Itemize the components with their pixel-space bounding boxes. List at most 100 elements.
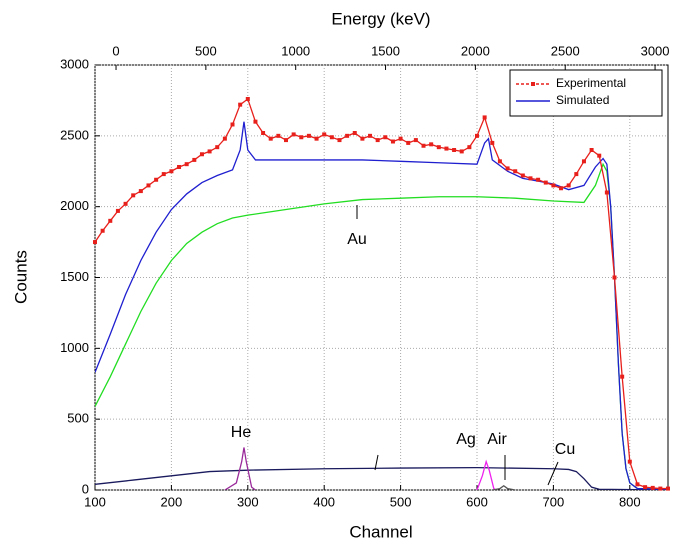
- data-point: [421, 143, 426, 148]
- data-point: [658, 486, 663, 491]
- data-point: [93, 240, 97, 245]
- x2-tick-label: 0: [112, 43, 119, 58]
- data-point: [276, 133, 281, 138]
- y-tick-label: 1000: [60, 340, 89, 355]
- data-point: [406, 140, 411, 145]
- annotation: Cu: [555, 441, 575, 458]
- data-point: [322, 132, 327, 137]
- data-point: [482, 115, 487, 120]
- data-point: [268, 136, 273, 141]
- data-point: [559, 186, 564, 191]
- annotation: He: [231, 424, 252, 441]
- y-axis-title: Counts: [11, 250, 30, 304]
- data-point: [146, 183, 151, 188]
- x2-tick-label: 1500: [371, 43, 400, 58]
- data-point: [635, 482, 640, 487]
- x-tick-label: 600: [466, 494, 488, 509]
- x2-tick-label: 500: [195, 43, 217, 58]
- data-point: [291, 132, 296, 137]
- data-point: [215, 145, 220, 150]
- x-tick-label: 300: [237, 494, 259, 509]
- data-point: [352, 131, 357, 135]
- x2-axis-title: Energy (keV): [331, 9, 430, 28]
- data-point: [666, 486, 670, 491]
- data-point: [383, 135, 388, 140]
- data-point: [612, 275, 617, 280]
- x2-tick-label: 1000: [281, 43, 310, 58]
- y-tick-label: 0: [82, 481, 89, 496]
- annotation: Au: [347, 231, 367, 248]
- data-point: [429, 142, 434, 147]
- legend-marker: [531, 82, 535, 86]
- data-point: [245, 97, 250, 101]
- data-point: [528, 176, 533, 181]
- data-point: [475, 133, 479, 138]
- series-line: [95, 466, 668, 490]
- y-tick-label: 1500: [60, 269, 89, 284]
- data-point: [115, 208, 120, 213]
- data-point: [597, 153, 602, 158]
- data-point: [238, 102, 243, 107]
- data-point: [329, 135, 334, 140]
- data-point: [184, 162, 189, 167]
- legend-label: Simulated: [556, 93, 609, 107]
- data-point: [154, 177, 159, 182]
- data-point: [459, 149, 464, 154]
- data-point: [627, 459, 632, 464]
- data-point: [345, 133, 350, 138]
- data-point: [360, 136, 365, 141]
- series-line: [224, 447, 256, 490]
- data-point: [100, 228, 105, 233]
- x2-tick-label: 2500: [551, 43, 580, 58]
- data-point: [207, 149, 212, 154]
- x2-tick-label: 2000: [461, 43, 490, 58]
- annotation: Ag: [456, 431, 476, 448]
- y-tick-label: 2500: [60, 127, 89, 142]
- data-point: [299, 135, 304, 140]
- y-tick-label: 3000: [60, 56, 89, 71]
- x-tick-label: 700: [543, 494, 565, 509]
- series-line: [476, 459, 497, 490]
- x-axis-title: Channel: [349, 522, 412, 541]
- y-tick-label: 500: [67, 411, 89, 426]
- data-point: [138, 189, 143, 194]
- series-line: [95, 97, 668, 490]
- data-point: [551, 183, 556, 188]
- data-point: [444, 146, 449, 151]
- legend-label: Experimental: [556, 76, 626, 90]
- data-point: [306, 133, 311, 138]
- series-line: [95, 121, 668, 490]
- x-tick-label: 400: [313, 494, 335, 509]
- data-point: [177, 165, 182, 169]
- data-point: [436, 145, 441, 150]
- data-point: [452, 148, 457, 152]
- data-point: [390, 139, 395, 144]
- data-point: [108, 218, 113, 223]
- data-point: [467, 145, 472, 150]
- data-point: [505, 166, 510, 171]
- x-tick-label: 500: [390, 494, 412, 509]
- data-point: [261, 131, 266, 135]
- annotation: Air: [487, 431, 507, 448]
- series-line: [492, 484, 516, 490]
- data-point: [131, 193, 136, 198]
- data-point: [169, 169, 174, 174]
- data-point: [337, 138, 342, 143]
- data-point: [620, 374, 625, 379]
- data-point: [123, 201, 128, 206]
- data-point: [490, 140, 495, 145]
- data-point: [589, 148, 594, 152]
- data-point: [161, 172, 166, 177]
- data-point: [314, 136, 319, 141]
- data-point: [650, 485, 655, 490]
- data-point: [543, 180, 548, 185]
- data-point: [398, 136, 403, 141]
- data-point: [230, 122, 235, 127]
- x-tick-label: 800: [619, 494, 641, 509]
- x2-tick-label: 3000: [641, 43, 670, 58]
- data-point: [513, 169, 518, 174]
- data-point: [199, 152, 204, 157]
- x-tick-label: 200: [161, 494, 183, 509]
- data-point: [192, 157, 197, 162]
